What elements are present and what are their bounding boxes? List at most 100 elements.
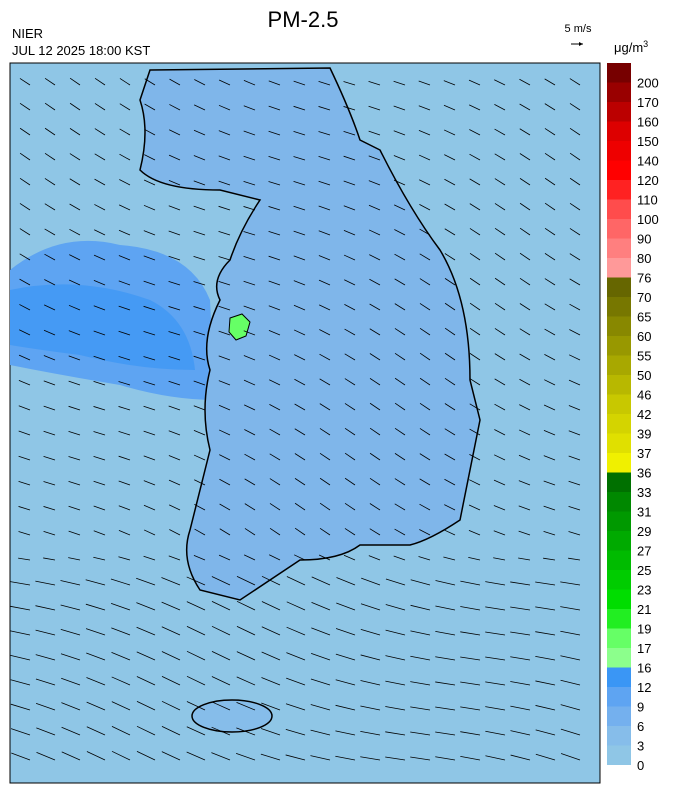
wind-arrow	[168, 479, 181, 486]
colorbar-segment	[607, 102, 631, 122]
wind-arrow	[144, 78, 156, 86]
wind-arrow	[510, 656, 531, 661]
wind-arrow	[494, 153, 506, 161]
wind-arrow	[344, 427, 356, 436]
wind-arrow	[368, 105, 381, 111]
wind-arrow	[519, 303, 531, 311]
wind-arrow	[19, 253, 31, 261]
wind-arrow	[444, 203, 456, 211]
wind-arrow	[268, 255, 281, 261]
wind-arrow	[369, 353, 381, 361]
wind-arrow	[310, 678, 331, 686]
wind-arrow	[543, 455, 556, 461]
wind-arrow	[485, 606, 506, 611]
wind-arrow	[469, 403, 481, 411]
wind-arrow	[444, 378, 456, 386]
wind-arrow	[136, 651, 156, 661]
wind-arrow	[394, 253, 406, 261]
wind-arrow	[560, 753, 581, 761]
wind-arrow	[410, 630, 431, 636]
wind-arrow	[69, 102, 81, 111]
colorbar-label: 80	[637, 251, 651, 266]
wind-arrow	[193, 230, 206, 236]
wind-arrow	[61, 702, 81, 711]
colorbar-label: 55	[637, 349, 651, 364]
wind-arrow	[94, 178, 106, 186]
wind-arrow	[161, 700, 181, 711]
wind-arrow	[211, 726, 231, 736]
wind-arrow	[418, 130, 431, 136]
wind-arrow	[193, 380, 206, 386]
wind-arrow	[544, 303, 556, 311]
colorbar-label: 19	[637, 622, 651, 637]
wind-arrow	[469, 203, 481, 211]
wind-arrow	[310, 755, 331, 761]
wind-arrow	[419, 453, 431, 461]
wind-arrow	[418, 105, 431, 111]
wind-arrow	[560, 704, 581, 711]
wind-arrow	[410, 681, 431, 686]
colorbar-segment	[607, 141, 631, 161]
wind-arrow	[368, 229, 381, 236]
wind-arrow	[193, 555, 206, 561]
wind-arrow	[394, 377, 406, 386]
wind-arrow	[243, 256, 256, 261]
wind-arrow	[85, 603, 106, 611]
wind-arrow	[494, 454, 506, 461]
wind-arrow	[136, 750, 156, 761]
wind-arrow	[460, 755, 481, 761]
wind-arrow	[360, 654, 381, 661]
wind-arrow	[385, 731, 406, 736]
wind-arrow	[93, 406, 106, 411]
wind-arrow	[494, 79, 506, 86]
wind-arrow	[143, 356, 156, 361]
colorbar-label: 46	[637, 388, 651, 403]
wind-arrow	[293, 329, 306, 336]
unit-exponent: 3	[643, 39, 648, 49]
wind-arrow	[19, 304, 31, 311]
wind-arrow	[119, 128, 131, 136]
wind-arrow	[568, 405, 581, 411]
wind-arrow	[360, 628, 381, 636]
wind-arrow	[244, 503, 256, 511]
wind-arrow	[218, 330, 231, 336]
colorbar-label: 39	[637, 427, 651, 442]
wind-arrow	[168, 380, 181, 386]
wind-arrow	[218, 305, 231, 311]
wind-arrow	[485, 656, 506, 661]
colorbar-segment	[607, 706, 631, 726]
wind-arrow	[168, 455, 181, 461]
wind-arrow	[344, 502, 356, 511]
wind-arrow	[543, 530, 556, 536]
colorbar-label: 21	[637, 602, 651, 617]
wind-arrow	[286, 677, 306, 686]
wind-arrow	[443, 104, 456, 111]
wind-arrows	[10, 77, 581, 761]
wind-arrow	[243, 155, 256, 161]
wind-arrow	[419, 228, 431, 236]
wind-arrow	[44, 203, 56, 211]
wind-arrow	[236, 575, 256, 586]
wind-arrow	[535, 631, 556, 636]
wind-arrow	[61, 751, 81, 761]
wind-arrow	[494, 104, 506, 111]
wind-arrow	[268, 130, 281, 136]
wind-arrow	[510, 631, 531, 636]
wind-arrow	[61, 726, 81, 736]
wind-arrow	[119, 153, 131, 161]
wind-arrow	[118, 204, 131, 211]
wind-arrow	[193, 454, 206, 461]
wind-arrow	[293, 156, 306, 161]
wind-arrow	[43, 456, 56, 461]
wind-arrow	[94, 103, 106, 111]
colorbar-label: 29	[637, 524, 651, 539]
wind-arrow	[343, 81, 356, 86]
wind-arrow	[143, 504, 156, 511]
wind-arrow	[560, 630, 581, 636]
wind-arrow	[318, 304, 331, 311]
wind-arrow	[10, 679, 31, 686]
wind-arrow	[435, 706, 456, 711]
colorbar-segment	[607, 550, 631, 570]
wind-arrow	[335, 628, 356, 636]
colorbar-label: 37	[637, 446, 651, 461]
